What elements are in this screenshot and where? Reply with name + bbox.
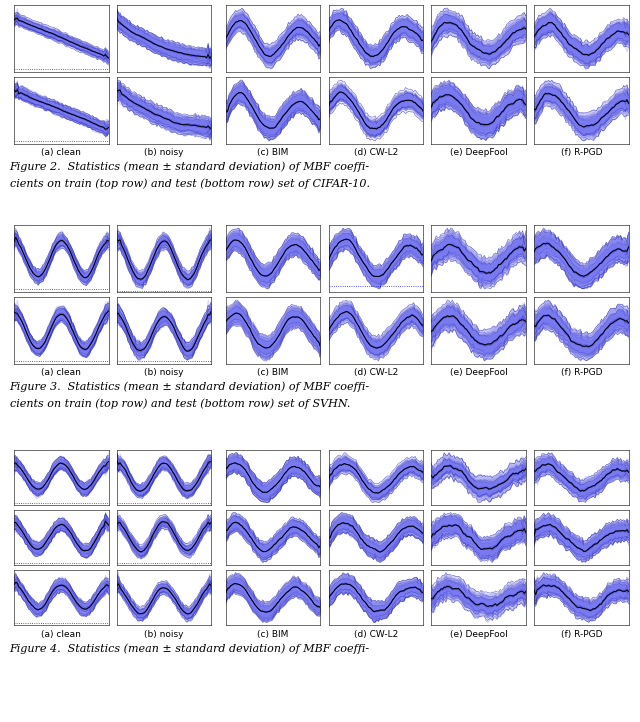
Text: (e) DeepFool: (e) DeepFool [450,630,508,639]
Text: cients on train (top row) and test (bottom row) set of CIFAR-10.: cients on train (top row) and test (bott… [10,178,370,188]
Text: (f) R-PGD: (f) R-PGD [561,148,602,157]
Text: Figure 4.  Statistics (mean ± standard deviation) of MBF coeffi-: Figure 4. Statistics (mean ± standard de… [10,643,370,653]
Text: (c) BIM: (c) BIM [257,630,289,639]
Text: (e) DeepFool: (e) DeepFool [450,148,508,157]
Text: (d) CW-L2: (d) CW-L2 [354,630,398,639]
Text: cients on train (top row) and test (bottom row) set of SVHN.: cients on train (top row) and test (bott… [10,398,350,409]
Text: Figure 2.  Statistics (mean ± standard deviation) of MBF coeffi-: Figure 2. Statistics (mean ± standard de… [10,161,370,172]
Text: (c) BIM: (c) BIM [257,148,289,157]
Text: (a) clean: (a) clean [42,368,81,377]
Text: (a) clean: (a) clean [42,630,81,639]
Text: (d) CW-L2: (d) CW-L2 [354,368,398,377]
Text: (e) DeepFool: (e) DeepFool [450,368,508,377]
Text: Figure 3.  Statistics (mean ± standard deviation) of MBF coeffi-: Figure 3. Statistics (mean ± standard de… [10,381,370,391]
Text: (a) clean: (a) clean [42,148,81,157]
Text: (b) noisy: (b) noisy [144,630,184,639]
Text: (d) CW-L2: (d) CW-L2 [354,148,398,157]
Text: (f) R-PGD: (f) R-PGD [561,630,602,639]
Text: (b) noisy: (b) noisy [144,148,184,157]
Text: (f) R-PGD: (f) R-PGD [561,368,602,377]
Text: (c) BIM: (c) BIM [257,368,289,377]
Text: (b) noisy: (b) noisy [144,368,184,377]
